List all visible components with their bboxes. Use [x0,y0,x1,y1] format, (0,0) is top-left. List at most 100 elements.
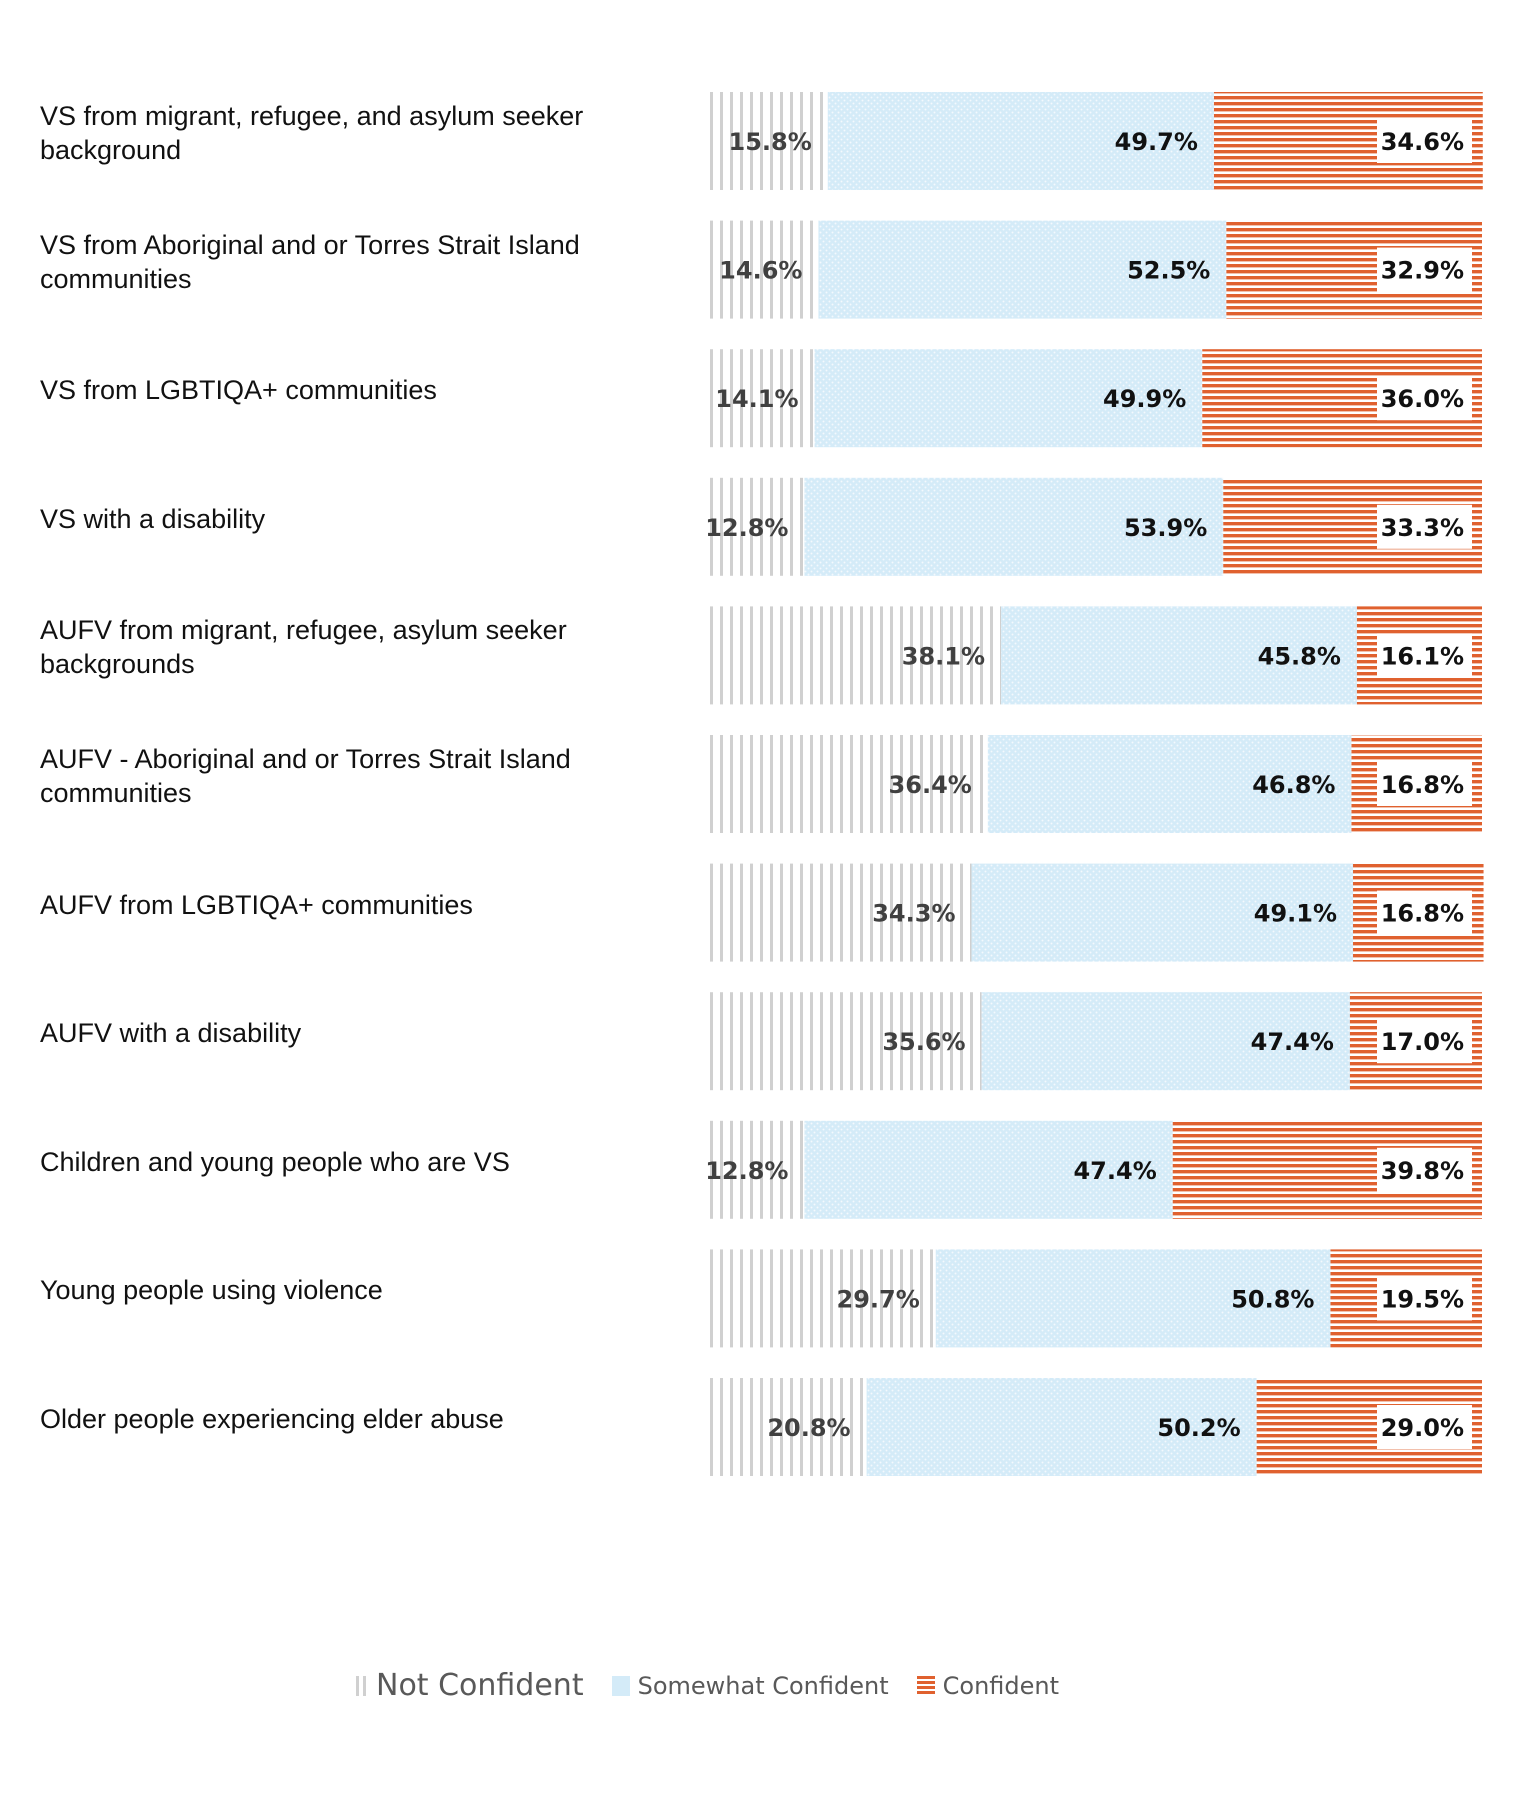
data-label-box [1377,1019,1472,1064]
legend-label: Confident [942,1671,1060,1700]
data-label: 36.4% [889,771,972,799]
data-label: 49.7% [1115,128,1198,156]
category-label: AUFV - Aboriginal and or Torres Strait I… [40,742,680,810]
data-label: 32.9% [1381,257,1464,285]
data-label: 52.5% [1127,257,1210,285]
bar-segment [804,1120,1173,1219]
data-label: 47.4% [1251,1028,1334,1056]
bar-segment [705,1378,867,1476]
data-label: 12.8% [705,1157,788,1185]
category-label-line: Older people experiencing elder abuse [40,1404,504,1434]
legend-label: Somewhat Confident [637,1671,889,1700]
data-label: 29.7% [837,1285,920,1313]
category-label-line: VS from LGBTIQA+ communities [40,375,437,406]
legend-swatch [611,1675,630,1696]
bar-segment [705,477,805,576]
data-label: 53.9% [1124,514,1207,542]
data-label: 19.5% [1381,1285,1464,1313]
bar-segment [981,992,1350,1091]
data-label: 36.0% [1381,385,1464,413]
legend-item-confident: Confident [916,1671,1060,1700]
bar-segment [866,1378,1257,1476]
data-label: 16.8% [1381,900,1464,928]
category-label-line: VS from migrant, refugee, and asylum see… [40,101,584,131]
category-label: Children and young people who are VS [40,1145,680,1179]
legend-swatch [356,1675,368,1696]
data-label-box [1377,890,1472,935]
category-label: Young people using violence [40,1273,680,1307]
bar-segment [827,92,1214,190]
bar-segment [705,863,972,962]
bar-segment [1001,606,1357,705]
data-label-box [1377,247,1472,292]
legend-item-not-confident: Not Confident [356,1668,584,1703]
data-label-box [1377,119,1472,163]
data-label-box [1377,1405,1472,1449]
data-label: 46.8% [1252,771,1335,799]
legend-item-somewhat-confident: Somewhat Confident [611,1671,889,1700]
bar-segment [818,220,1227,319]
data-label: 49.9% [1103,385,1186,413]
data-label: 16.8% [1381,771,1464,799]
data-label: 16.1% [1381,642,1464,670]
data-label: 45.8% [1258,642,1341,670]
data-label: 35.6% [882,1028,965,1056]
data-label: 29.0% [1381,1414,1464,1442]
category-label: VS with a disability [40,502,680,536]
data-label-box [1377,762,1472,806]
bar-segment [705,992,982,1091]
data-label: 33.3% [1381,514,1464,542]
bar-segment [987,735,1352,833]
category-label: VS from LGBTIQA+ communities [40,373,680,407]
data-label: 34.3% [872,900,955,928]
legend-swatch [916,1675,935,1696]
category-label-line: AUFV from migrant, refugee, asylum seeke… [40,615,567,646]
data-label: 39.8% [1381,1157,1464,1185]
data-label: 14.1% [715,385,798,413]
data-label: 34.6% [1381,128,1464,156]
bar-segment [705,92,828,190]
bar-segment [971,863,1354,962]
data-label: 50.8% [1231,1285,1314,1313]
data-label: 17.0% [1381,1028,1464,1056]
data-label-box [1377,1147,1472,1192]
bar-segment [705,1120,805,1219]
category-label: AUFV with a disability [40,1016,680,1050]
legend: Not Confident Somewhat Confident Confide… [356,1668,1059,1703]
category-label-line: backgrounds [40,649,195,680]
legend-label: Not Confident [376,1668,584,1703]
category-label: VS from migrant, refugee, and asylum see… [40,99,680,167]
category-label-line: VS with a disability [40,503,266,534]
category-label-line: AUFV with a disability [40,1018,302,1049]
data-label: 20.8% [767,1414,850,1442]
category-label-line: communities [40,263,192,294]
bar-segment [935,1249,1331,1348]
category-label-line: AUFV from LGBTIQA+ communities [40,889,473,920]
data-label: 49.1% [1254,900,1337,928]
data-label-box [1377,633,1472,678]
category-label-line: communities [40,778,192,808]
category-label-line: Young people using violence [40,1275,383,1306]
bar-segment [705,1249,936,1348]
bar-segment [705,349,815,448]
category-label-line: Children and young people who are VS [40,1146,510,1177]
bar-segment [705,606,1002,705]
category-label: AUFV from LGBTIQA+ communities [40,888,680,922]
category-label-line: background [40,135,182,165]
category-label: AUFV from migrant, refugee, asylum seeke… [40,613,680,681]
category-label-line: VS from Aboriginal and or Torres Strait … [40,229,580,260]
data-label: 50.2% [1157,1414,1240,1442]
bar-segment [814,349,1203,448]
data-label: 12.8% [705,514,788,542]
category-label: Older people experiencing elder abuse [40,1402,680,1436]
data-label: 38.1% [902,642,985,670]
data-label: 15.8% [729,128,812,156]
category-label-line: AUFV - Aboriginal and or Torres Strait I… [40,744,571,774]
category-label: VS from Aboriginal and or Torres Strait … [40,228,680,296]
data-label: 14.6% [719,257,802,285]
bar-segment [705,735,988,833]
data-label-box [1377,376,1472,421]
bar-segment [804,477,1224,576]
